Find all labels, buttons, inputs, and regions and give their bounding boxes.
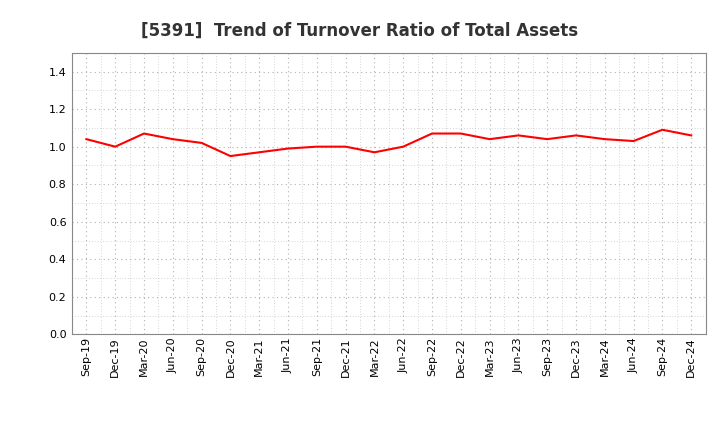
Text: [5391]  Trend of Turnover Ratio of Total Assets: [5391] Trend of Turnover Ratio of Total … xyxy=(141,22,579,40)
